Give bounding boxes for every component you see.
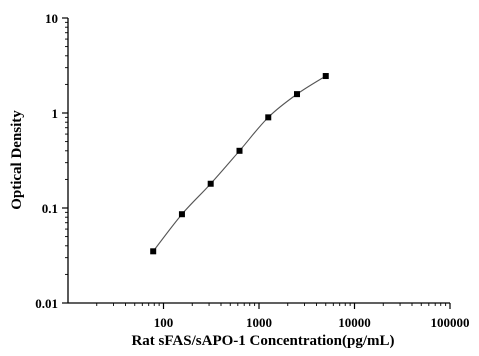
x-tick-label: 1000 xyxy=(246,315,272,330)
fitted-curve xyxy=(152,75,327,252)
series-curve xyxy=(152,75,327,252)
data-point-marker xyxy=(207,180,214,187)
y-tick-label: 0.01 xyxy=(35,296,58,311)
data-point-marker xyxy=(322,73,329,80)
y-tick-label: 10 xyxy=(45,11,58,26)
minor-ticks xyxy=(65,21,447,306)
data-point-marker xyxy=(294,91,301,98)
x-tick-labels: 100 1000 10000 100000 xyxy=(154,315,470,330)
data-point-marker xyxy=(236,147,243,154)
y-tick-label: 0.1 xyxy=(42,201,58,216)
data-point-marker xyxy=(265,114,272,121)
plot-area xyxy=(67,18,450,304)
series-markers xyxy=(150,73,329,255)
x-tick-label: 100 xyxy=(154,315,174,330)
y-tick-labels: 0.01 0.1 1 10 xyxy=(35,11,58,311)
x-tick-label: 100000 xyxy=(431,315,470,330)
x-tick-label: 10000 xyxy=(338,315,371,330)
y-axis-title: Optical Density xyxy=(9,110,25,210)
x-axis-title: Rat sFAS/sAPO-1 Concentration(pg/mL) xyxy=(131,333,394,349)
data-point-marker xyxy=(178,211,185,218)
y-tick-label: 1 xyxy=(52,106,59,121)
data-point-marker xyxy=(150,248,157,255)
major-ticks xyxy=(62,17,451,309)
